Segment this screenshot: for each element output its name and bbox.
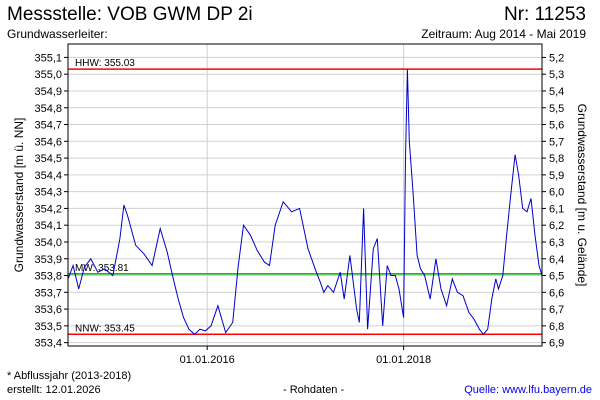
y-right-tick-label: 5,9 bbox=[549, 170, 564, 182]
created-date: erstellt: 12.01.2026 bbox=[7, 384, 101, 396]
y-tick-label: 353,4 bbox=[34, 338, 62, 350]
page-title: Messstelle: VOB GWM DP 2i bbox=[7, 4, 253, 25]
grid bbox=[68, 44, 542, 346]
y-right-tick-label: 6,5 bbox=[549, 271, 564, 283]
y-right-tick-label: 5,4 bbox=[549, 86, 564, 98]
y-tick-label: 354,7 bbox=[34, 120, 62, 132]
y-right-tick-label: 6,9 bbox=[549, 338, 564, 350]
y-tick-label: 354,4 bbox=[34, 170, 62, 182]
y-tick-label: 353,6 bbox=[34, 304, 62, 316]
mw-label: MW: 353.81 bbox=[75, 263, 129, 274]
x-tick-label: 01.01.2018 bbox=[376, 354, 431, 366]
y-right-tick-label: 6,7 bbox=[549, 304, 564, 316]
y-tick-label: 354,3 bbox=[34, 187, 62, 199]
y-tick-label: 353,7 bbox=[34, 287, 62, 299]
y-tick-label: 354,8 bbox=[34, 103, 62, 115]
y-tick-label: 353,8 bbox=[34, 271, 62, 283]
plot-frame bbox=[67, 43, 543, 347]
station-number: Nr: 11253 bbox=[503, 4, 586, 25]
y-axis-label: Grundwasserstand [m ü. NN] bbox=[12, 118, 26, 273]
footnote: * Abflussjahr (2013-2018) bbox=[7, 370, 132, 382]
source-link[interactable]: Quelle: www.lfu.bayern.de bbox=[464, 384, 592, 396]
y-axis-right-ticks: 5,2 5,3 5,4 5,5 5,6 5,7 5,8 5,9 6,0 6,1 6,2 6,3 6,4 6… bbox=[542, 52, 564, 350]
aquifer-label: Grundwasserleiter: bbox=[7, 27, 108, 41]
y-tick-label: 354,9 bbox=[34, 86, 62, 98]
y-right-tick-label: 6,6 bbox=[549, 287, 564, 299]
y-tick-label: 354,1 bbox=[34, 220, 62, 232]
y-tick-label: 353,5 bbox=[34, 321, 62, 333]
nnw-label: NNW: 353.45 bbox=[75, 323, 135, 334]
y-right-tick-label: 6,4 bbox=[549, 254, 564, 266]
y-right-tick-label: 6,3 bbox=[549, 237, 564, 249]
y-tick-label: 354,0 bbox=[34, 237, 62, 249]
y-tick-label: 354,6 bbox=[34, 136, 62, 148]
y-tick-label: 353,9 bbox=[34, 254, 62, 266]
x-axis-ticks: 01.01.2016 01.01.2018 bbox=[180, 346, 431, 366]
y-right-tick-label: 5,3 bbox=[549, 69, 564, 81]
y-right-tick-label: 5,7 bbox=[549, 136, 564, 148]
y-tick-label: 354,5 bbox=[34, 153, 62, 165]
y-right-tick-label: 6,2 bbox=[549, 220, 564, 232]
groundwater-level-line bbox=[67, 69, 543, 336]
period-label: Zeitraum: Aug 2014 - Mai 2019 bbox=[421, 27, 586, 41]
y-tick-label: 355,0 bbox=[34, 69, 62, 81]
y-tick-label: 355,1 bbox=[34, 52, 62, 64]
y-axis-right-label: Grundwasserstand [m u. Gelände] bbox=[575, 104, 589, 287]
y-right-tick-label: 6,0 bbox=[549, 187, 564, 199]
y-right-tick-label: 5,8 bbox=[549, 153, 564, 165]
y-right-tick-label: 6,1 bbox=[549, 203, 564, 215]
y-right-tick-label: 5,2 bbox=[549, 52, 564, 64]
y-right-tick-label: 5,5 bbox=[549, 103, 564, 115]
y-right-tick-label: 6,8 bbox=[549, 321, 564, 333]
x-tick-label: 01.01.2016 bbox=[180, 354, 235, 366]
y-right-tick-label: 5,6 bbox=[549, 120, 564, 132]
y-axis-ticks: 355,1 355,0 354,9 354,8 354,7 354,6 354,5 354,4… bbox=[34, 52, 68, 350]
hhw-label: HHW: 355.03 bbox=[75, 58, 135, 69]
y-tick-label: 354,2 bbox=[34, 203, 62, 215]
raw-data-label: - Rohdaten - bbox=[283, 384, 345, 396]
reference-lines: HHW: 355.03 MW: 353.81 NNW: 353.45 bbox=[68, 58, 542, 336]
